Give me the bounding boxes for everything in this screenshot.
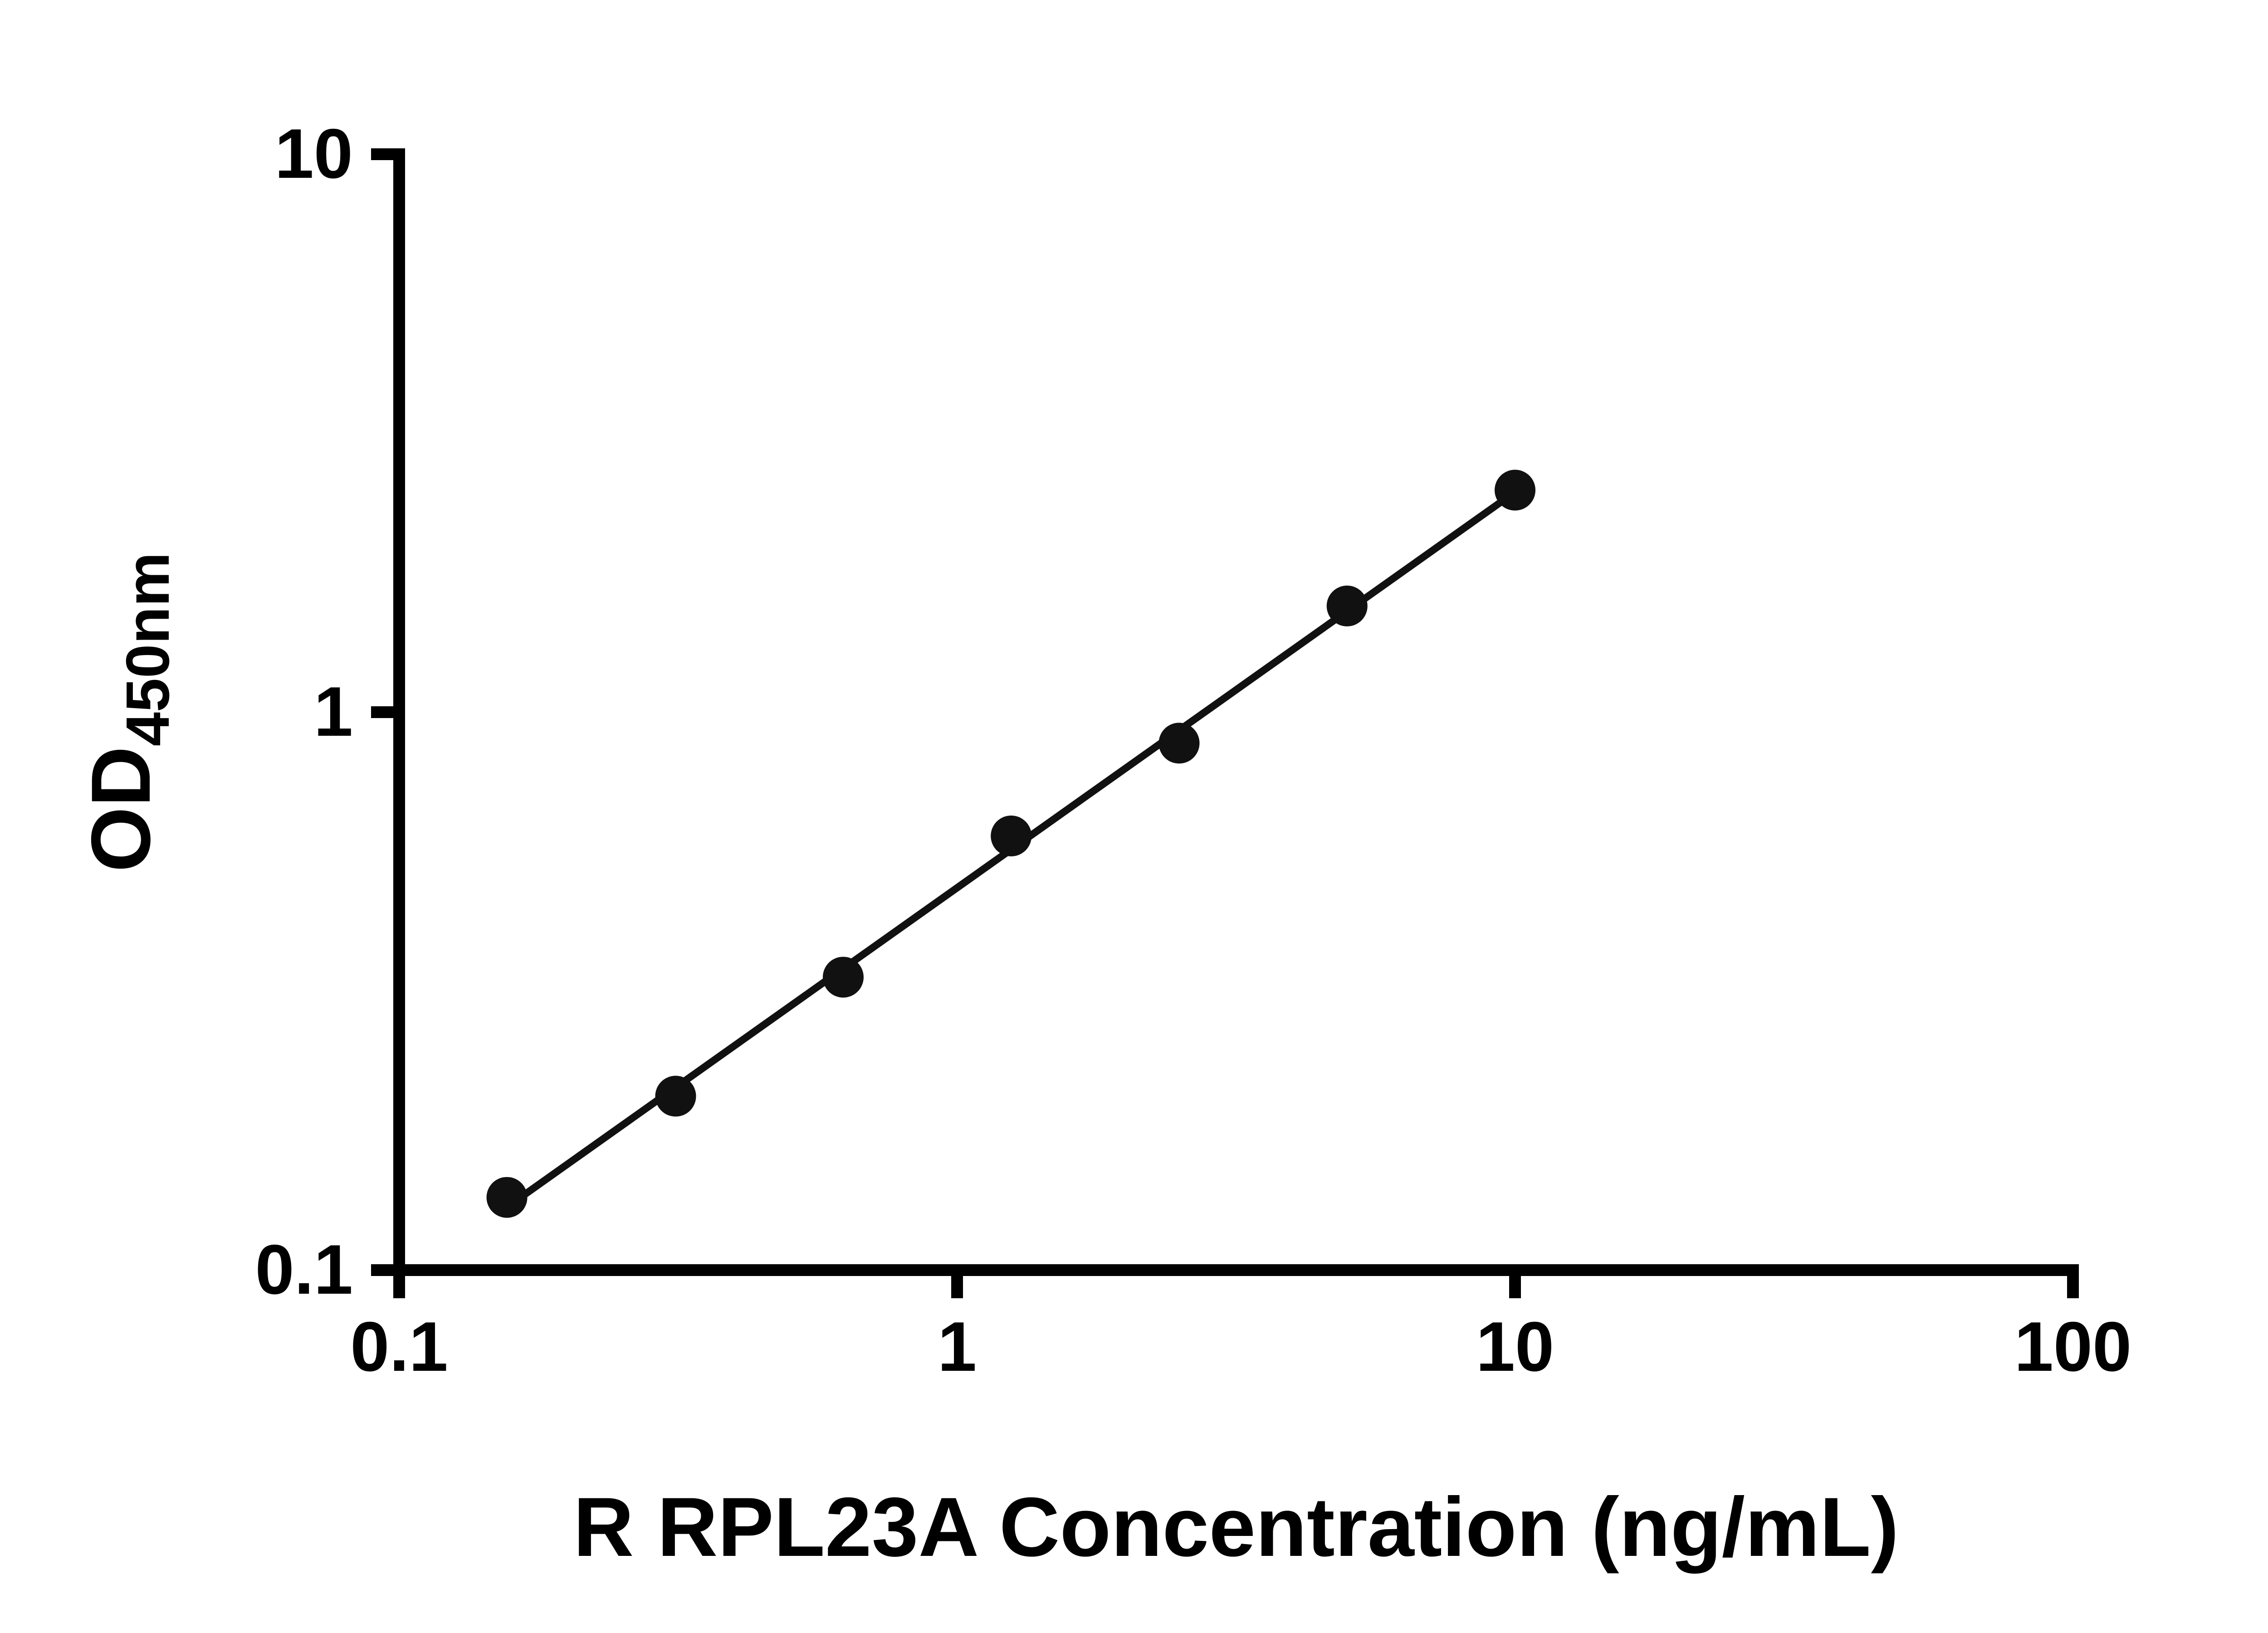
x-axis-title: R RPL23A Concentration (ng/mL): [573, 1481, 1899, 1574]
data-point: [822, 957, 864, 998]
y-tick-label: 0.1: [255, 1230, 353, 1309]
y-tick-label: 10: [275, 114, 353, 193]
data-point: [1495, 469, 1535, 511]
data-point: [486, 1177, 528, 1218]
data-point: [1326, 585, 1368, 626]
data-point: [991, 815, 1032, 856]
x-tick-label: 1: [938, 1307, 977, 1386]
y-tick-label: 1: [314, 672, 353, 751]
data-point: [655, 1076, 696, 1117]
x-tick-label: 10: [1476, 1307, 1554, 1386]
y-axis-title: OD450nm: [74, 552, 182, 872]
data-point: [1158, 723, 1200, 764]
x-tick-label: 0.1: [350, 1307, 448, 1386]
x-tick-label: 100: [2014, 1307, 2132, 1386]
